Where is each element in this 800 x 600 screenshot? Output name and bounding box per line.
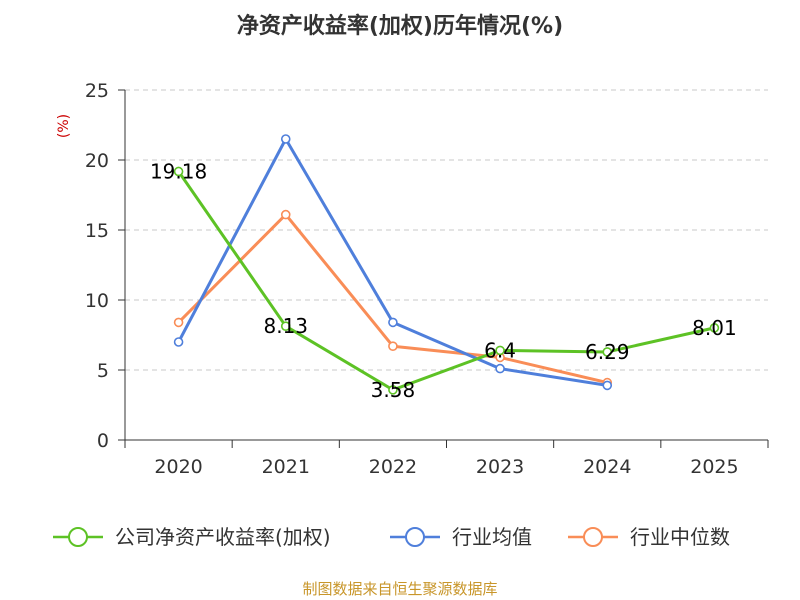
legend-item[interactable]: 公司净资产收益率(加权) [53, 525, 331, 549]
y-tick-label: 15 [85, 220, 109, 242]
x-tick-label: 2024 [583, 456, 631, 478]
data-point [173, 166, 184, 177]
data-point [602, 347, 613, 357]
data-label: 6.4 [484, 338, 516, 362]
data-point [388, 341, 398, 352]
data-point [495, 363, 505, 374]
y-axis-unit: (%) [56, 114, 72, 138]
x-tick-label: 2023 [476, 456, 524, 478]
legend-label: 行业中位数 [630, 525, 730, 549]
legend-label: 行业均值 [452, 525, 532, 549]
data-label: 3.58 [371, 378, 416, 402]
data-point [173, 317, 184, 328]
y-tick-label: 20 [85, 150, 109, 172]
legend-marker-icon [583, 527, 603, 547]
x-tick-label: 2022 [369, 456, 417, 478]
data-label: 19.18 [150, 159, 207, 183]
y-tick-label: 5 [97, 360, 109, 382]
data-point [709, 323, 720, 333]
data-source-note: 制图数据来自恒生聚源数据库 [302, 580, 498, 598]
legend-marker-icon [405, 527, 425, 547]
series-layer [173, 134, 720, 395]
legend-item[interactable]: 行业均值 [390, 525, 532, 549]
data-point [280, 134, 291, 144]
legend-label: 公司净资产收益率(加权) [115, 525, 331, 549]
y-tick-label: 25 [85, 80, 109, 102]
data-point [280, 209, 291, 220]
y-tick-label: 0 [97, 430, 109, 452]
legend[interactable]: 公司净资产收益率(加权) 行业均值 行业中位数 [53, 525, 730, 549]
chart-title: 净资产收益率(加权)历年情况(%) [236, 14, 564, 39]
data-label: 8.13 [263, 314, 308, 338]
data-point [388, 317, 398, 328]
data-label: 8.01 [692, 316, 737, 340]
series-line [177, 213, 608, 385]
data-point [173, 337, 184, 347]
data-labels: 19.18 8.13 3.58 6.4 6.29 8.01 [150, 159, 737, 401]
x-tick-label: 2020 [154, 456, 202, 478]
x-tick-label: 2025 [690, 456, 738, 478]
data-point [280, 321, 291, 331]
x-tick-label: 2021 [262, 456, 310, 478]
grid-lines [125, 89, 768, 371]
data-point [388, 385, 398, 395]
y-tick-label: 10 [85, 290, 109, 312]
legend-item[interactable]: 行业中位数 [568, 525, 730, 549]
data-label: 6.29 [585, 340, 630, 364]
series-line [177, 170, 715, 392]
data-point [602, 380, 613, 391]
data-point [495, 345, 505, 356]
legend-marker-icon [68, 527, 88, 547]
